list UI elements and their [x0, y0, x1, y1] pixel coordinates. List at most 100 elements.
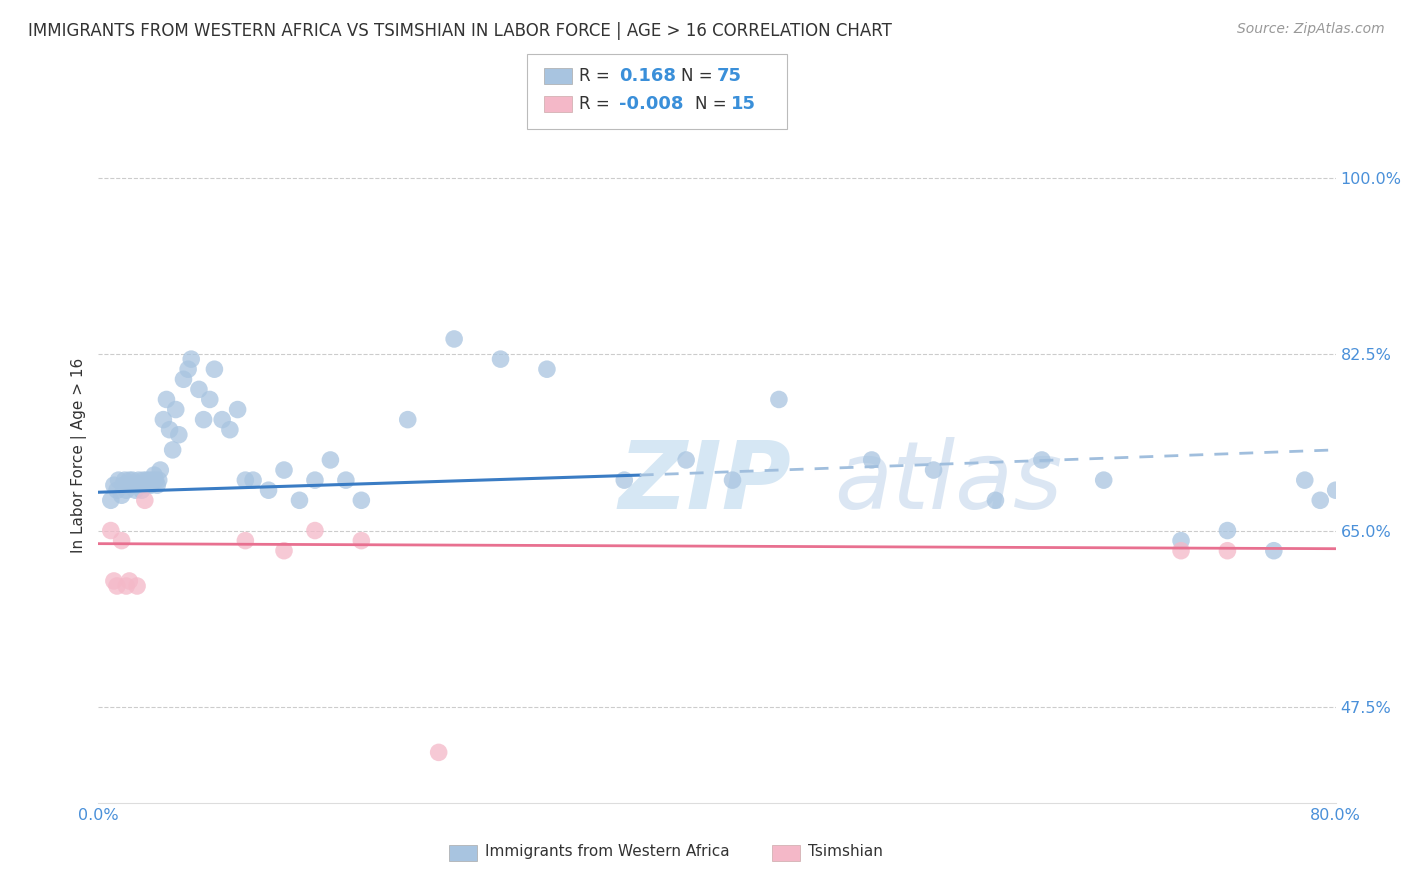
Text: 75: 75 — [717, 67, 742, 85]
Text: 15: 15 — [731, 95, 756, 113]
Point — [536, 362, 558, 376]
Text: R =: R = — [579, 67, 616, 85]
Point — [136, 478, 159, 492]
Point — [1170, 543, 1192, 558]
Point — [118, 473, 141, 487]
Point — [1092, 473, 1115, 487]
Text: -0.008: -0.008 — [619, 95, 683, 113]
Point — [304, 473, 326, 487]
Point — [350, 533, 373, 548]
Point — [131, 483, 153, 498]
Point — [111, 488, 134, 502]
Point — [167, 427, 190, 442]
Point — [143, 468, 166, 483]
Point — [114, 473, 136, 487]
Point — [145, 473, 167, 487]
Point — [489, 352, 512, 367]
Point — [142, 473, 165, 487]
Point — [152, 412, 174, 426]
Point — [675, 453, 697, 467]
Point — [146, 478, 169, 492]
Text: N =: N = — [695, 95, 731, 113]
Point — [860, 453, 883, 467]
Point — [117, 478, 139, 492]
Point — [1263, 543, 1285, 558]
Point — [103, 478, 125, 492]
Text: 0.168: 0.168 — [619, 67, 676, 85]
Point — [129, 478, 152, 492]
Point — [235, 473, 257, 487]
Point — [103, 574, 125, 588]
Point — [127, 579, 149, 593]
Point — [273, 543, 295, 558]
Point — [1170, 533, 1192, 548]
Point — [1031, 453, 1053, 467]
Point — [121, 473, 143, 487]
Text: R =: R = — [579, 95, 616, 113]
Point — [188, 383, 211, 397]
Point — [134, 478, 156, 492]
Point — [105, 483, 128, 498]
Point — [107, 473, 129, 487]
Point — [211, 412, 233, 426]
Point — [1309, 493, 1331, 508]
Point — [1216, 524, 1239, 538]
Point — [335, 473, 357, 487]
Point — [613, 473, 636, 487]
Point — [165, 402, 187, 417]
Y-axis label: In Labor Force | Age > 16: In Labor Force | Age > 16 — [72, 358, 87, 552]
Point — [100, 524, 122, 538]
Point — [288, 493, 311, 508]
Point — [273, 463, 295, 477]
Point — [115, 579, 138, 593]
Point — [204, 362, 226, 376]
Text: atlas: atlas — [835, 437, 1063, 528]
Point — [768, 392, 790, 407]
Point — [1216, 543, 1239, 558]
Point — [427, 745, 450, 759]
Point — [226, 402, 249, 417]
Point — [139, 478, 162, 492]
Point — [134, 493, 156, 508]
Point — [124, 483, 146, 498]
Point — [111, 533, 134, 548]
Point — [127, 478, 149, 492]
Point — [1294, 473, 1316, 487]
Point — [180, 352, 202, 367]
Point — [721, 473, 744, 487]
Point — [105, 579, 128, 593]
Point — [120, 478, 142, 492]
Point — [148, 473, 170, 487]
Point — [235, 533, 257, 548]
Point — [396, 412, 419, 426]
Point — [304, 524, 326, 538]
Text: N =: N = — [681, 67, 717, 85]
Point — [1324, 483, 1347, 498]
Point — [112, 478, 135, 492]
Point — [922, 463, 945, 477]
Point — [128, 473, 150, 487]
Point — [132, 473, 155, 487]
Point — [242, 473, 264, 487]
Text: Immigrants from Western Africa: Immigrants from Western Africa — [485, 845, 730, 859]
Point — [162, 442, 184, 457]
Point — [984, 493, 1007, 508]
Point — [198, 392, 221, 407]
Point — [118, 574, 141, 588]
Text: ZIP: ZIP — [619, 437, 792, 529]
Text: Tsimshian: Tsimshian — [808, 845, 883, 859]
Point — [115, 483, 138, 498]
Point — [159, 423, 181, 437]
Point — [350, 493, 373, 508]
Point — [177, 362, 200, 376]
Point — [319, 453, 342, 467]
Point — [257, 483, 280, 498]
Point — [135, 473, 157, 487]
Point — [219, 423, 242, 437]
Point — [173, 372, 195, 386]
Text: Source: ZipAtlas.com: Source: ZipAtlas.com — [1237, 22, 1385, 37]
Point — [122, 478, 145, 492]
Point — [155, 392, 177, 407]
Point — [443, 332, 465, 346]
Text: IMMIGRANTS FROM WESTERN AFRICA VS TSIMSHIAN IN LABOR FORCE | AGE > 16 CORRELATIO: IMMIGRANTS FROM WESTERN AFRICA VS TSIMSH… — [28, 22, 891, 40]
